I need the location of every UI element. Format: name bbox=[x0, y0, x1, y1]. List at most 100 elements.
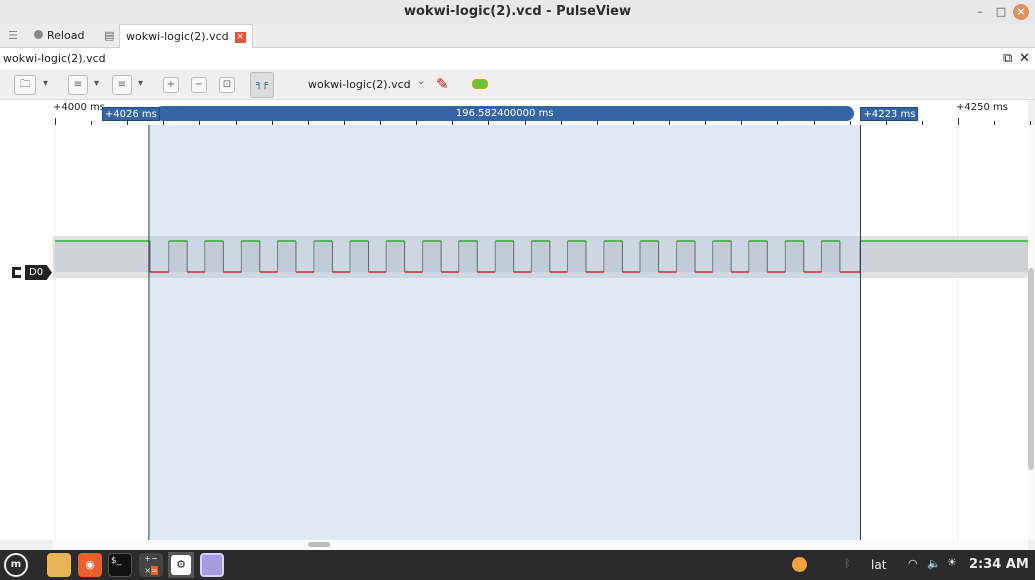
clock[interactable]: 2:34 AM bbox=[969, 557, 1029, 572]
ruler-tick bbox=[921, 121, 923, 125]
ruler-tick bbox=[307, 121, 309, 125]
show-cursors-button[interactable]: ╕╒ bbox=[250, 72, 274, 98]
pulse-fill bbox=[785, 241, 804, 272]
pulse-fill bbox=[204, 241, 224, 272]
pulse-fill bbox=[422, 241, 442, 272]
status-emoji-icon[interactable] bbox=[792, 557, 807, 572]
cursor-delta-bar[interactable]: 196.582400000 ms bbox=[154, 106, 855, 121]
pulse-fill bbox=[712, 241, 732, 272]
ruler-tick bbox=[416, 118, 418, 125]
ruler-tick bbox=[741, 121, 743, 125]
device-select[interactable]: wokwi-logic(2).vcd bbox=[308, 78, 411, 91]
pulse-fill bbox=[277, 241, 296, 272]
ruler-tick bbox=[488, 121, 490, 125]
brightness-icon[interactable]: ☀ bbox=[947, 556, 957, 569]
horizontal-scroll-thumb[interactable] bbox=[308, 542, 330, 547]
ruler-tick bbox=[55, 118, 56, 125]
maximize-button[interactable]: □ bbox=[995, 5, 1007, 18]
pulse-fill bbox=[567, 241, 586, 272]
keyboard-layout[interactable]: lat bbox=[871, 558, 887, 572]
channel-label-d0[interactable]: D0 bbox=[12, 265, 52, 280]
pulseview-taskbar-button[interactable]: ⚙ bbox=[168, 552, 194, 578]
reload-icon bbox=[34, 30, 43, 39]
document-header: wokwi-logic(2).vcd ⧉ ✕ bbox=[0, 48, 1035, 70]
horizontal-scrollbar[interactable] bbox=[53, 540, 1028, 550]
ruler-tick bbox=[596, 118, 598, 125]
zoom-fit-icon[interactable]: ⊡ bbox=[219, 77, 235, 93]
export-icon[interactable]: ≡ bbox=[112, 75, 132, 95]
close-tab-icon[interactable]: × bbox=[234, 31, 246, 43]
pulse-fill bbox=[531, 241, 550, 272]
minimize-button[interactable]: – bbox=[977, 5, 983, 18]
close-window-button[interactable]: × bbox=[1013, 4, 1029, 20]
ruler-tick bbox=[235, 118, 237, 125]
tab-bar: ☰ Reload ▤ wokwi-logic(2).vcd × bbox=[0, 24, 1035, 48]
ruler-tick bbox=[343, 121, 345, 125]
trace-view[interactable] bbox=[53, 125, 1028, 540]
window-titlebar: wokwi-logic(2).vcd - PulseView bbox=[0, 0, 1035, 24]
ruler-tick bbox=[885, 121, 887, 125]
chevron-down-icon[interactable]: ▾ bbox=[138, 78, 144, 89]
chevron-down-icon[interactable]: ⌄ bbox=[417, 76, 426, 87]
menu-logo-icon[interactable]: m bbox=[4, 553, 28, 577]
terminal-icon[interactable]: $_ bbox=[108, 553, 132, 577]
volume-icon[interactable]: 🔈 bbox=[927, 557, 941, 570]
pulse-fill bbox=[168, 241, 188, 272]
ruler-tick bbox=[452, 121, 454, 125]
ruler-tick bbox=[524, 121, 526, 125]
wifi-icon[interactable]: ◠ bbox=[908, 557, 918, 570]
ruler-tick bbox=[199, 121, 201, 125]
ruler-tick bbox=[705, 121, 707, 125]
notes-icon[interactable] bbox=[200, 553, 224, 577]
chevron-down-icon[interactable]: ▾ bbox=[43, 78, 49, 89]
float-icon[interactable]: ⧉ bbox=[1003, 51, 1013, 66]
pulse-fill bbox=[676, 241, 696, 272]
zoom-in-icon[interactable]: + bbox=[163, 77, 179, 93]
time-ruler[interactable]: +4000 ms +4250 ms 196.582400000 ms +4026 ms… bbox=[53, 100, 1032, 125]
close-document-icon[interactable]: ✕ bbox=[1019, 51, 1030, 66]
calculator-icon[interactable]: +− ×= bbox=[139, 553, 163, 577]
pulse-fill bbox=[640, 241, 659, 272]
ruler-tick bbox=[632, 121, 634, 125]
probe-icon[interactable]: ✎ bbox=[436, 75, 449, 93]
menu-icon[interactable]: ☰ bbox=[8, 29, 18, 42]
toolbar: 🗀 ▾ ≡ ▾ ≡ ▾ + − ⊡ ╕╒ wokwi-logic(2).vcd … bbox=[0, 70, 1035, 100]
pulse-fill bbox=[604, 241, 623, 272]
cursor-region bbox=[148, 125, 861, 540]
ruler-tick bbox=[994, 121, 996, 125]
cursor-a-flag[interactable]: +4026 ms bbox=[101, 107, 160, 121]
ruler-tick bbox=[163, 121, 165, 125]
ruler-tick bbox=[380, 121, 382, 125]
channel-header-panel: D0 bbox=[0, 100, 53, 540]
chevron-down-icon[interactable]: ▾ bbox=[94, 78, 100, 89]
ruler-tick bbox=[1030, 121, 1032, 125]
pulse-fill bbox=[495, 241, 514, 272]
open-file-icon[interactable]: 🗀 bbox=[14, 75, 36, 95]
trace-canvas bbox=[53, 125, 1028, 540]
vertical-scrollbar[interactable] bbox=[1028, 125, 1035, 540]
pulse-fill bbox=[55, 241, 150, 272]
ruler-tick bbox=[271, 121, 273, 125]
ruler-label: +4000 ms bbox=[53, 102, 105, 113]
vertical-scroll-thumb[interactable] bbox=[1028, 268, 1034, 470]
pulse-fill bbox=[241, 241, 260, 272]
ruler-label: +4250 ms bbox=[956, 102, 1008, 113]
ruler-tick bbox=[777, 118, 779, 125]
firefox-icon[interactable]: ◉ bbox=[78, 553, 102, 577]
pulse-fill bbox=[860, 241, 1028, 272]
ruler-tick bbox=[669, 121, 671, 125]
decoder-icon[interactable] bbox=[472, 79, 488, 89]
files-icon[interactable] bbox=[47, 553, 71, 577]
taskbar: m ◉ $_ +− ×= ⚙ ᛒ lat ◠ 🔈 ☀ 2:34 AM bbox=[0, 550, 1035, 580]
cursor-b-flag[interactable]: +4223 ms bbox=[860, 107, 919, 121]
session-icon[interactable]: ▤ bbox=[104, 29, 115, 42]
save-icon[interactable]: ≡ bbox=[68, 75, 88, 95]
tab-document[interactable]: wokwi-logic(2).vcd × bbox=[119, 24, 253, 48]
ruler-tick bbox=[849, 121, 851, 125]
pulse-fill bbox=[821, 241, 840, 272]
bluetooth-icon[interactable]: ᛒ bbox=[844, 557, 851, 570]
ruler-tick bbox=[91, 121, 93, 125]
zoom-out-icon[interactable]: − bbox=[191, 77, 207, 93]
reload-button[interactable]: Reload bbox=[28, 24, 90, 48]
pulse-fill bbox=[748, 241, 768, 272]
